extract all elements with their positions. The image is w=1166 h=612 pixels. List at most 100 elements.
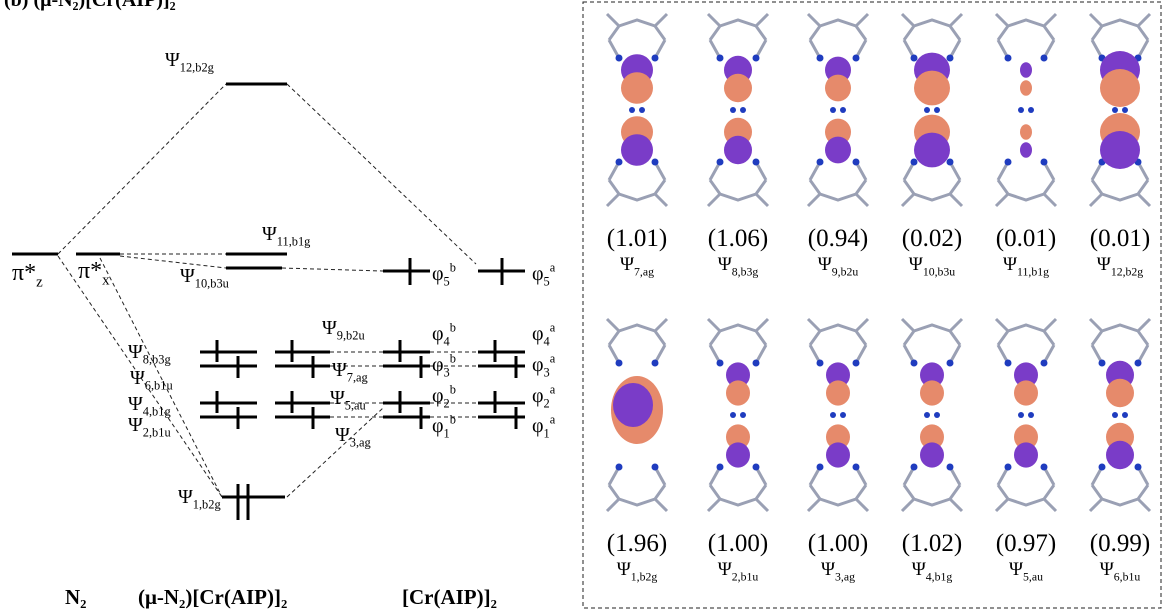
molecule-ring: [808, 319, 868, 363]
atom: [1041, 464, 1048, 471]
atom: [1005, 360, 1012, 367]
atom: [924, 412, 930, 418]
atom: [1135, 464, 1142, 471]
atom: [1041, 159, 1048, 166]
occupation: (0.94): [808, 225, 868, 252]
molecule-ring: [996, 467, 1056, 511]
symbol: Ψ: [1009, 559, 1023, 580]
orbital-label: Ψ8,b3g: [718, 254, 759, 278]
level-label: Ψ7,ag: [332, 359, 368, 385]
subscript: 7,ag: [634, 265, 654, 278]
superscript: a: [550, 321, 556, 335]
cr-orbital-label: φ1b: [432, 413, 456, 441]
superscript: a: [550, 352, 556, 366]
atom: [1099, 464, 1106, 471]
n2-orbital-label: π*z: [12, 260, 43, 291]
molecule-ring: [902, 162, 962, 206]
lobe: [914, 71, 950, 106]
superscript: b: [450, 261, 456, 275]
subscript: 9,b2u: [337, 329, 365, 343]
occupation: (1.06): [708, 225, 768, 252]
subscript: 12,b2g: [180, 61, 214, 75]
occupation: (1.00): [808, 530, 868, 557]
atom: [1122, 107, 1128, 113]
symbol: Ψ: [821, 559, 835, 580]
lobe: [1106, 441, 1134, 469]
subscript: 3,ag: [835, 570, 855, 583]
cr-orbital-label: φ2a: [532, 383, 556, 411]
symbol: π*: [78, 258, 102, 284]
symbol: Ψ: [330, 387, 345, 409]
molecule-ring: [996, 14, 1056, 58]
level-label: Ψ10,b3u: [180, 265, 229, 291]
atom: [853, 55, 860, 62]
atom: [853, 464, 860, 471]
orbital-image: [708, 14, 768, 206]
occupation: (1.96): [607, 530, 667, 557]
subscript: 5: [544, 275, 550, 289]
orbital-image: [1090, 14, 1150, 206]
subscript: 1: [444, 427, 450, 441]
symbol: Ψ: [165, 49, 180, 71]
atom: [629, 107, 635, 113]
correlation-line: [100, 258, 222, 497]
molecule-ring: [1090, 319, 1150, 363]
lobe: [621, 134, 653, 166]
level-label: Ψ8,b3g: [128, 341, 171, 367]
column-label: N₂: [65, 585, 86, 609]
subscript: 6,b1u: [1114, 570, 1141, 583]
atom: [717, 360, 724, 367]
molecule-ring: [996, 162, 1056, 206]
occupation: (0.99): [1090, 530, 1150, 557]
level-label: Ψ5,au: [330, 387, 366, 413]
atom: [740, 412, 746, 418]
molecule-ring: [708, 467, 768, 511]
lobe: [1014, 442, 1038, 467]
lobe: [1020, 142, 1032, 158]
molecule-ring: [607, 319, 667, 363]
subscript: 11,b1g: [277, 235, 311, 249]
atom: [817, 464, 824, 471]
atom: [616, 55, 623, 62]
subscript: 4,b1g: [143, 405, 171, 419]
superscript: b: [450, 383, 456, 397]
orbital-label: Ψ7,ag: [620, 254, 654, 278]
subscript: 10,b3u: [923, 265, 955, 278]
subscript: 1,b2g: [631, 570, 658, 583]
orbital-label: Ψ10,b3u: [909, 254, 956, 278]
molecule-ring: [708, 162, 768, 206]
figure: (b) (μ-N₂)[Cr(AIP)]₂ π*zπ*xΨ12,b2gΨ11,b1…: [0, 0, 1166, 612]
orbital-label: Ψ6,b1u: [1100, 559, 1141, 583]
occupation: (1.00): [708, 530, 768, 557]
cr-orbital-label: φ1a: [532, 413, 556, 441]
atom: [652, 159, 659, 166]
lobe: [914, 133, 950, 168]
molecule-ring: [808, 467, 868, 511]
symbol: φ: [532, 323, 544, 345]
subscript: 7,ag: [347, 371, 368, 385]
superscript: b: [450, 321, 456, 335]
symbol: Ψ: [617, 559, 631, 580]
atom: [1041, 360, 1048, 367]
lobe: [1014, 380, 1038, 405]
atom: [1028, 412, 1034, 418]
symbol: Ψ: [178, 486, 193, 508]
orbital-label: Ψ9,b2u: [818, 254, 859, 278]
symbol: φ: [532, 385, 544, 407]
subscript: 5,au: [1023, 570, 1043, 583]
atom: [730, 107, 736, 113]
atom: [840, 412, 846, 418]
subscript: 2: [444, 397, 450, 411]
superscript: a: [550, 413, 556, 427]
orbital-label: Ψ12,b2g: [1097, 254, 1144, 278]
superscript: b: [450, 413, 456, 427]
orbital-label: Ψ1,b2g: [617, 559, 658, 583]
cr-orbital-label: φ4a: [532, 321, 556, 349]
column-label: [Cr(AIP)]₂: [402, 585, 497, 609]
subscript: 1: [544, 427, 550, 441]
level-label: Ψ6,b1u: [130, 367, 173, 393]
orbital-image: [996, 14, 1056, 206]
atom: [947, 159, 954, 166]
subscript: 6,b1u: [145, 379, 173, 393]
molecule-ring: [902, 467, 962, 511]
